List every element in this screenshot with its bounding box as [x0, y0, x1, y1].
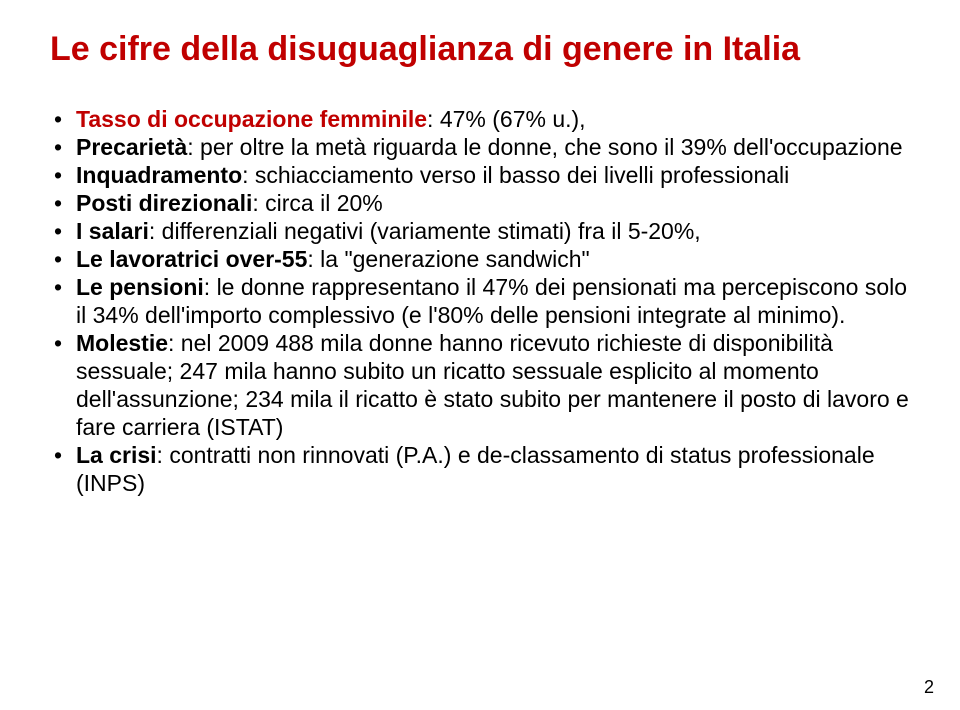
list-item: Posti direzionali: circa il 20% — [50, 189, 910, 217]
bullet-lead: Le lavoratrici over-55 — [76, 246, 307, 272]
bullet-rest: : circa il 20% — [252, 190, 382, 216]
bullet-lead: Inquadramento — [76, 162, 242, 188]
bullet-lead: Le pensioni — [76, 274, 204, 300]
bullet-rest: : nel 2009 488 mila donne hanno ricevuto… — [76, 330, 909, 440]
list-item: Le lavoratrici over-55: la "generazione … — [50, 245, 910, 273]
list-item: Molestie: nel 2009 488 mila donne hanno … — [50, 329, 910, 441]
bullet-rest: : per oltre la metà riguarda le donne, c… — [187, 134, 902, 160]
list-item: Tasso di occupazione femminile: 47% (67%… — [50, 105, 910, 133]
bullet-lead: La crisi — [76, 442, 157, 468]
bullet-lead: Precarietà — [76, 134, 187, 160]
bullet-rest: : 47% (67% u.), — [427, 106, 586, 132]
bullet-rest: : contratti non rinnovati (P.A.) e de-cl… — [76, 442, 875, 496]
bullet-list: Tasso di occupazione femminile: 47% (67%… — [50, 105, 910, 498]
bullet-lead: Posti direzionali — [76, 190, 252, 216]
bullet-rest: : la "generazione sandwich" — [307, 246, 589, 272]
bullet-lead: Tasso di occupazione femminile — [76, 106, 427, 132]
list-item: La crisi: contratti non rinnovati (P.A.)… — [50, 441, 910, 497]
slide: Le cifre della disuguaglianza di genere … — [0, 0, 960, 710]
slide-title: Le cifre della disuguaglianza di genere … — [50, 28, 910, 71]
page-number: 2 — [924, 677, 934, 698]
bullet-lead: I salari — [76, 218, 149, 244]
bullet-rest: : schiacciamento verso il basso dei live… — [242, 162, 789, 188]
list-item: I salari: differenziali negativi (variam… — [50, 217, 910, 245]
list-item: Precarietà: per oltre la metà riguarda l… — [50, 133, 910, 161]
list-item: Le pensioni: le donne rappresentano il 4… — [50, 273, 910, 329]
list-item: Inquadramento: schiacciamento verso il b… — [50, 161, 910, 189]
bullet-lead: Molestie — [76, 330, 168, 356]
bullet-rest: : differenziali negativi (variamente sti… — [149, 218, 701, 244]
